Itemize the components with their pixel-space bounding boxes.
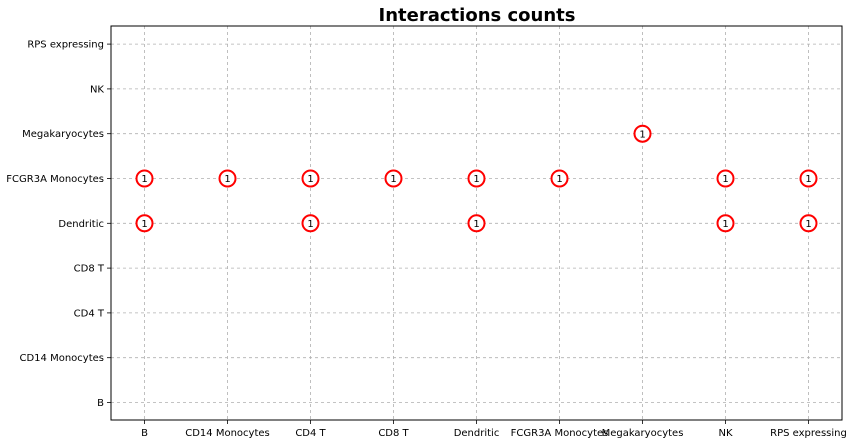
interaction-point: 1 xyxy=(716,214,735,233)
interaction-point: 1 xyxy=(799,214,818,233)
interaction-marker xyxy=(799,169,818,188)
x-tick-label: Megakaryocytes xyxy=(602,428,684,439)
interaction-count-label: 1 xyxy=(473,219,479,230)
interaction-point: 1 xyxy=(467,214,486,233)
x-tick-label: FCGR3A Monocytes xyxy=(511,428,609,439)
x-tick-label: CD4 T xyxy=(295,428,326,439)
interaction-point: 1 xyxy=(550,169,569,188)
interaction-count-label: 1 xyxy=(307,219,313,230)
interaction-marker xyxy=(135,169,154,188)
interaction-count-label: 1 xyxy=(722,174,728,185)
interaction-point: 1 xyxy=(218,169,237,188)
interaction-marker xyxy=(799,214,818,233)
interaction-point: 1 xyxy=(467,169,486,188)
interaction-marker xyxy=(301,214,320,233)
x-axis-ticks: B CD14 Monocytes CD4 T CD8 T Dendritic FCGR3A… xyxy=(141,420,847,439)
y-tick-label: CD14 Monocytes xyxy=(20,353,105,364)
interaction-count-label: 1 xyxy=(141,219,147,230)
interaction-count-label: 1 xyxy=(307,174,313,185)
interaction-marker xyxy=(716,214,735,233)
x-tick-label: CD8 T xyxy=(378,428,409,439)
interaction-marker xyxy=(467,214,486,233)
interaction-marker xyxy=(716,169,735,188)
y-axis-ticks: B CD14 Monocytes CD4 T CD8 T Dendritic FCGR3A… xyxy=(6,40,111,409)
interaction-point: 1 xyxy=(799,169,818,188)
y-tick-label: RPS expressing xyxy=(27,40,104,51)
data-points: 1 1 1 1 1 1 1 1 1 1 1 1 1 1 xyxy=(135,124,818,233)
interaction-marker xyxy=(467,169,486,188)
interaction-count-label: 1 xyxy=(722,219,728,230)
interaction-count-label: 1 xyxy=(556,174,562,185)
interaction-count-label: 1 xyxy=(639,129,645,140)
x-tick-label: NK xyxy=(718,428,732,439)
chart-title: Interactions counts xyxy=(379,5,576,26)
interaction-count-label: 1 xyxy=(224,174,230,185)
y-tick-label: B xyxy=(97,398,104,409)
interaction-count-label: 1 xyxy=(141,174,147,185)
y-tick-label: CD8 T xyxy=(74,264,105,275)
y-tick-label: CD4 T xyxy=(74,308,105,319)
interaction-point: 1 xyxy=(301,169,320,188)
interaction-point: 1 xyxy=(135,169,154,188)
interaction-count-label: 1 xyxy=(805,219,811,230)
interaction-count-label: 1 xyxy=(473,174,479,185)
interaction-marker xyxy=(633,124,652,143)
interaction-marker xyxy=(384,169,403,188)
y-tick-label: FCGR3A Monocytes xyxy=(6,174,104,185)
interaction-point: 1 xyxy=(716,169,735,188)
y-tick-label: NK xyxy=(90,84,104,95)
y-tick-label: Dendritic xyxy=(58,219,104,230)
interaction-marker xyxy=(550,169,569,188)
interaction-marker xyxy=(135,214,154,233)
x-tick-label: CD14 Monocytes xyxy=(185,428,270,439)
interaction-marker xyxy=(218,169,237,188)
interaction-point: 1 xyxy=(301,214,320,233)
interaction-point: 1 xyxy=(384,169,403,188)
interaction-point: 1 xyxy=(135,214,154,233)
interaction-count-label: 1 xyxy=(390,174,396,185)
interaction-count-label: 1 xyxy=(805,174,811,185)
x-tick-label: B xyxy=(141,428,148,439)
x-tick-label: Dendritic xyxy=(454,428,500,439)
x-tick-label: RPS expressing xyxy=(770,428,847,439)
interaction-marker xyxy=(301,169,320,188)
interaction-point: 1 xyxy=(633,124,652,143)
y-tick-label: Megakaryocytes xyxy=(22,129,104,140)
